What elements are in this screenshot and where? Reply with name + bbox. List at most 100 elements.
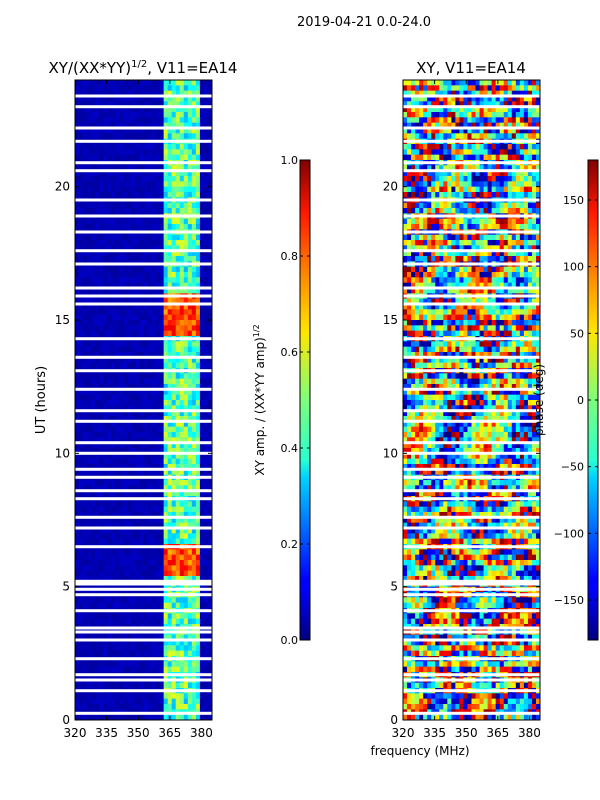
panel1-cell bbox=[87, 352, 92, 358]
panel1-cell bbox=[203, 704, 209, 710]
panel1-heatmap-cells bbox=[75, 80, 212, 720]
panel1-cell bbox=[179, 122, 185, 129]
panel1-cell bbox=[87, 90, 92, 97]
panel1-cell bbox=[151, 250, 156, 257]
panel1-cell bbox=[167, 250, 173, 257]
panel1-cell bbox=[195, 549, 201, 556]
panel1-cell bbox=[203, 288, 209, 294]
panel1-cell bbox=[203, 170, 209, 177]
panel1-cell bbox=[91, 256, 96, 262]
panel1-cell bbox=[179, 426, 185, 433]
panel1-cell bbox=[127, 346, 132, 353]
panel1-cell bbox=[159, 517, 165, 524]
panel1-cell bbox=[163, 650, 169, 657]
panel1-cell bbox=[83, 410, 88, 417]
panel1-cell bbox=[131, 181, 136, 188]
panel1-cell bbox=[203, 144, 209, 150]
panel1-cell bbox=[107, 704, 112, 710]
panel1-cell bbox=[175, 277, 181, 284]
panel1-cell bbox=[135, 149, 140, 156]
panel1-cell bbox=[187, 256, 193, 262]
panel1-cell bbox=[139, 522, 144, 529]
panel2-cell bbox=[439, 80, 444, 86]
panel1-cell bbox=[191, 469, 197, 476]
panel1-cell bbox=[171, 122, 177, 129]
panel1-cell bbox=[91, 512, 96, 518]
panel1-cell bbox=[195, 442, 201, 449]
panel1-cell bbox=[147, 528, 152, 534]
panel1-cell bbox=[103, 341, 108, 348]
panel2-cell bbox=[427, 90, 432, 97]
panel1-cell bbox=[99, 176, 104, 182]
panel1-cell bbox=[107, 256, 112, 262]
panel1-cell bbox=[183, 378, 189, 385]
panel1-cell bbox=[191, 442, 197, 449]
panel1-cell bbox=[179, 469, 185, 476]
panel2-cell bbox=[491, 90, 497, 97]
panel1-cell bbox=[195, 640, 201, 646]
panel1-cell bbox=[87, 133, 92, 140]
panel1-cell bbox=[131, 272, 136, 278]
panel1-cell bbox=[115, 570, 120, 577]
panel1-cell bbox=[83, 485, 88, 492]
panel1-cell bbox=[151, 245, 156, 252]
panel1-cell bbox=[115, 704, 120, 710]
panel1-cell bbox=[139, 298, 144, 305]
panel1-cell bbox=[167, 112, 173, 118]
panel2-cell bbox=[487, 85, 493, 92]
panel1-cell bbox=[171, 410, 177, 417]
panel1-cell bbox=[111, 304, 116, 310]
panel1-cell bbox=[119, 512, 124, 518]
panel1-cell bbox=[75, 528, 80, 534]
panel1-cell bbox=[175, 309, 181, 316]
panel1-cell bbox=[171, 400, 177, 406]
panel1-cell bbox=[131, 400, 136, 406]
panel1-cell bbox=[103, 330, 108, 337]
panel1-cell bbox=[155, 384, 161, 390]
panel1-cell bbox=[83, 234, 88, 241]
panel2-cell bbox=[403, 122, 408, 129]
panel1-cell bbox=[175, 485, 181, 492]
panel1-cell bbox=[183, 576, 189, 582]
panel2-cell bbox=[483, 170, 489, 177]
panel1-cell bbox=[79, 522, 84, 529]
panel1-cell bbox=[139, 554, 144, 561]
panel2-cell bbox=[499, 176, 505, 182]
panel2-cell bbox=[463, 128, 468, 134]
panel1-cell bbox=[179, 618, 185, 625]
panel1-cell bbox=[143, 448, 148, 454]
panel1-cell bbox=[171, 234, 177, 241]
panel1-cell bbox=[79, 298, 84, 305]
panel1-cell bbox=[195, 80, 201, 86]
panel1-cell bbox=[179, 533, 185, 540]
panel1-cell bbox=[155, 490, 161, 497]
panel1-cell bbox=[83, 144, 88, 150]
panel1-cell bbox=[99, 224, 104, 230]
panel2-cell bbox=[491, 170, 497, 177]
panel1-cell bbox=[195, 122, 201, 129]
panel1-cell bbox=[203, 661, 209, 668]
panel1-cell bbox=[147, 357, 152, 364]
panel2-cell bbox=[467, 96, 472, 102]
panel1-cell bbox=[115, 256, 120, 262]
panel1-cell bbox=[75, 704, 80, 710]
panel2-cell bbox=[439, 202, 444, 209]
panel1-cell bbox=[183, 405, 189, 412]
panel1-cell bbox=[135, 549, 140, 556]
panel2-cell bbox=[471, 176, 476, 182]
panel1-cell bbox=[123, 373, 128, 380]
panel1-cell bbox=[135, 90, 140, 97]
panel1-cell bbox=[119, 165, 124, 172]
panel1-cell bbox=[171, 528, 177, 534]
panel1-cell bbox=[203, 533, 209, 540]
panel2-cell bbox=[491, 112, 497, 118]
panel1-cell bbox=[123, 485, 128, 492]
panel1-cell bbox=[195, 533, 201, 540]
panel2-cell bbox=[431, 90, 436, 97]
panel1-cell bbox=[143, 170, 148, 177]
panel1-cell bbox=[159, 80, 165, 86]
panel1-cell bbox=[119, 298, 124, 305]
panel1-cell bbox=[119, 218, 124, 225]
panel1-cell bbox=[171, 506, 177, 513]
panel2-cell bbox=[535, 85, 540, 92]
